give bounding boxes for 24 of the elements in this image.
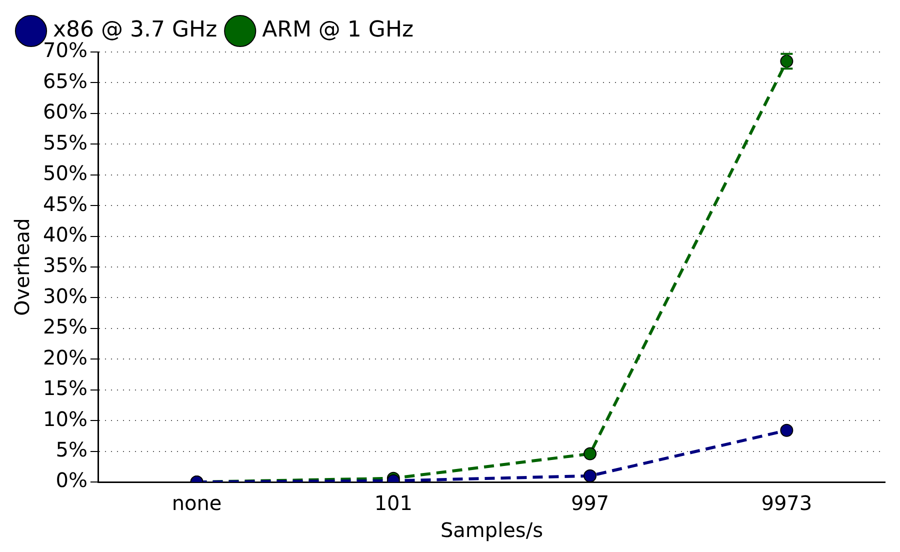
y-tick-label: 60% xyxy=(43,100,88,124)
y-tick-label: 40% xyxy=(43,222,88,246)
y-tick-label: 20% xyxy=(43,345,88,370)
y-tick-label: 65% xyxy=(43,68,88,93)
y-tick-label: 10% xyxy=(43,406,88,431)
y-tick-label: 15% xyxy=(43,376,88,400)
y-tick-label: 45% xyxy=(43,192,88,216)
y-tick-label: 25% xyxy=(43,314,88,339)
legend-label: ARM @ 1 GHz xyxy=(262,18,414,43)
x-axis-title: Samples/s xyxy=(440,518,544,542)
y-tick-label: 35% xyxy=(43,253,88,278)
x-tick-label: 101 xyxy=(374,491,412,516)
point xyxy=(584,447,597,460)
point xyxy=(780,424,794,437)
x-tick-label: 997 xyxy=(570,491,610,516)
y-tick-label: 5% xyxy=(56,437,88,462)
y-tick-label: 0% xyxy=(56,468,88,492)
y-tick-label: 30% xyxy=(43,284,88,308)
y-tick-label: 50% xyxy=(43,161,88,186)
y-axis-title: Overhead xyxy=(10,218,34,316)
x-tick-label: 9973 xyxy=(761,491,812,516)
y-tick-label: 55% xyxy=(43,130,88,154)
x-tick-label: none xyxy=(172,491,222,516)
point xyxy=(584,469,597,482)
